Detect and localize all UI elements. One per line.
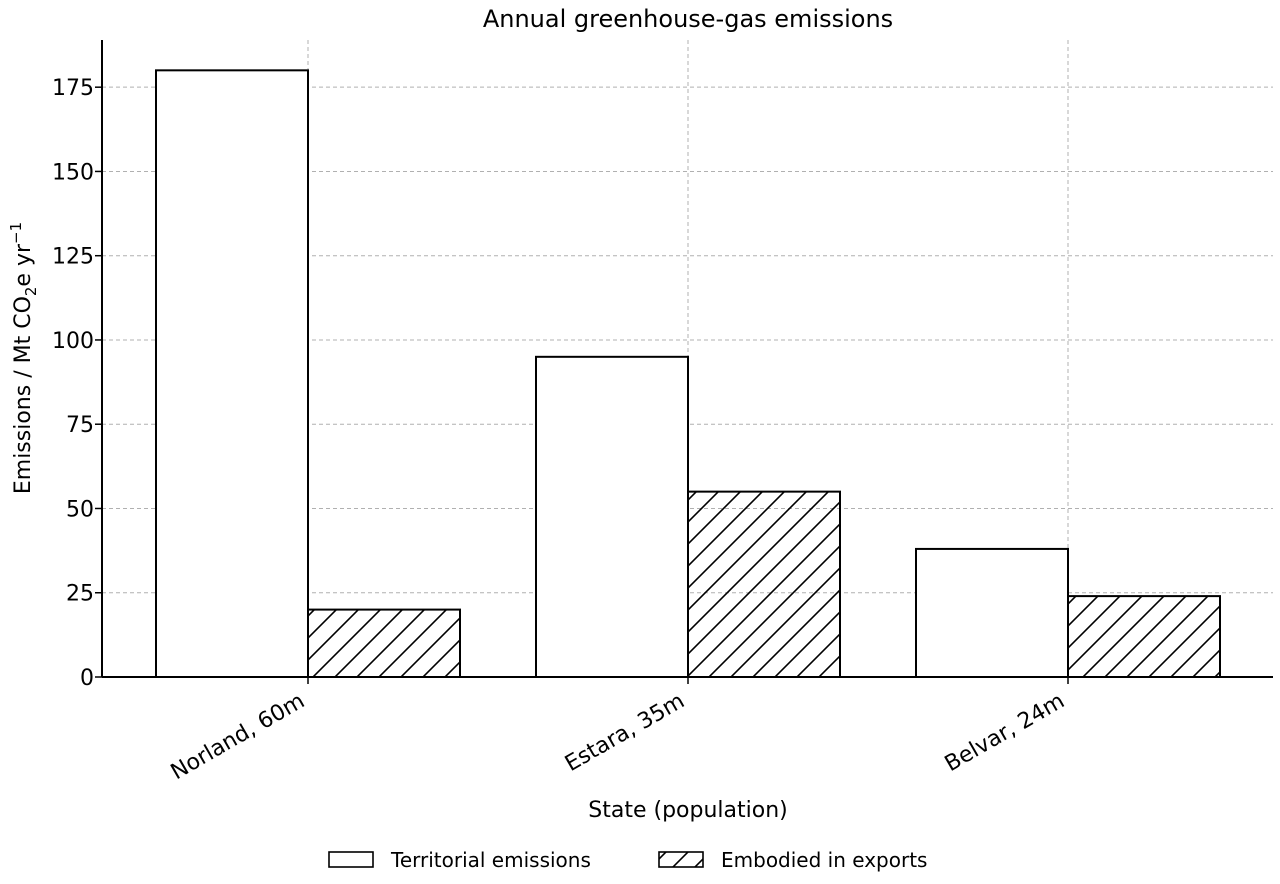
legend-swatch-territorial: [328, 851, 374, 868]
y-axis-label-mid: e yr: [11, 243, 36, 287]
y-tick-label: 150: [52, 160, 94, 185]
y-tick-label: 175: [52, 76, 94, 101]
y-tick-label: 25: [66, 582, 94, 607]
bar-embodied-in-exports-estara-35m: [687, 490, 841, 679]
legend-label-territorial: Territorial emissions: [390, 848, 591, 872]
y-axis-label-subscript: 2: [22, 287, 40, 297]
chart-title: Annual greenhouse-gas emissions: [483, 5, 893, 33]
y-axis-label-superscript: −1: [7, 222, 25, 244]
x-tick-label-belvar-24m: Belvar, 24m: [941, 689, 1069, 778]
bar-embodied-in-exports-belvar-24m: [1067, 595, 1221, 678]
bars: [155, 69, 1221, 679]
y-tick-label: 0: [80, 666, 94, 691]
x-tick-label-estara-35m: Estara, 35m: [561, 689, 689, 777]
bar-territorial-emissions-estara-35m: [535, 355, 689, 678]
legend-swatch-embodied: [658, 851, 704, 868]
bar-embodied-in-exports-norland-60m: [307, 608, 461, 678]
y-tick-label: 100: [52, 329, 94, 354]
y-axis-label-main: Emissions / Mt CO: [11, 296, 36, 494]
y-tick-label: 50: [66, 497, 94, 522]
x-tick-label-norland-60m: Norland, 60m: [167, 689, 309, 786]
legend: Territorial emissions Embodied in export…: [328, 848, 927, 872]
x-axis-label: State (population): [588, 798, 787, 823]
y-tick-label: 125: [52, 245, 94, 270]
axes: [95, 40, 1273, 684]
bar-territorial-emissions-norland-60m: [155, 69, 309, 679]
legend-label-embodied: Embodied in exports: [721, 848, 927, 872]
bar-territorial-emissions-belvar-24m: [915, 547, 1069, 678]
y-tick-label: 75: [66, 413, 94, 438]
y-axis-label: Emissions / Mt CO2e yr−1: [7, 222, 40, 494]
